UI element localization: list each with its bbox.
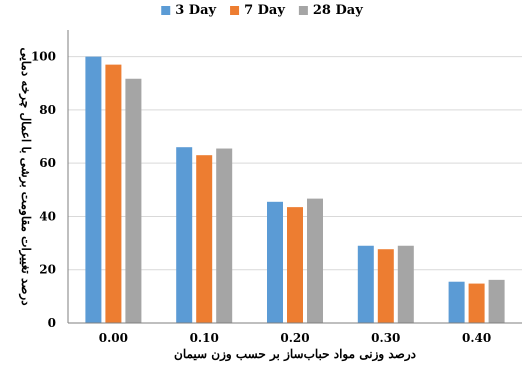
legend-item: 7 Day bbox=[230, 3, 285, 18]
legend-item: 28 Day bbox=[298, 3, 363, 18]
y-tick-label: 100 bbox=[31, 50, 56, 64]
y-tick-label: 80 bbox=[39, 103, 56, 117]
bar-7-day-0.20 bbox=[287, 207, 303, 323]
y-tick-label: 40 bbox=[39, 209, 56, 223]
bar-3-day-0.10 bbox=[176, 147, 193, 323]
bar-28-day-0.20 bbox=[307, 198, 323, 323]
y-tick-label: 0 bbox=[48, 316, 56, 330]
bar-3-day-0.40 bbox=[448, 281, 465, 323]
gridlines bbox=[68, 56, 522, 271]
axes bbox=[67, 30, 522, 324]
bar-3-day-0.00 bbox=[85, 56, 102, 324]
legend-swatch bbox=[230, 6, 240, 15]
bar-7-day-0.00 bbox=[105, 64, 122, 324]
x-tick-label: 0.40 bbox=[462, 331, 491, 345]
bar-28-day-0.00 bbox=[125, 78, 142, 324]
legend-swatch bbox=[161, 6, 171, 15]
legend-item: 3 Day bbox=[161, 3, 217, 18]
legend: 3 Day 7 Day 28 Day bbox=[161, 3, 363, 18]
bar-28-day-0.40 bbox=[488, 279, 505, 323]
legend-label: 28 Day bbox=[313, 3, 363, 18]
bar-7-day-0.40 bbox=[468, 283, 485, 323]
y-tick-labels: 0 20 40 60 80 100 bbox=[31, 50, 56, 330]
bars bbox=[85, 56, 505, 324]
x-tick-label: 0.30 bbox=[371, 331, 400, 345]
y-axis-title: درصد تغییرات مقاومت برشی با اعمال چرخه د… bbox=[18, 47, 33, 305]
bar-7-day-0.10 bbox=[196, 155, 213, 323]
legend-swatch bbox=[298, 6, 308, 15]
legend-label: 3 Day bbox=[175, 3, 216, 18]
bar-28-day-0.10 bbox=[216, 148, 233, 323]
bar-3-day-0.20 bbox=[267, 201, 283, 323]
x-tick-labels: 0.00 0.10 0.20 0.30 0.40 bbox=[99, 331, 491, 345]
bar-28-day-0.30 bbox=[397, 245, 414, 323]
x-axis-title: درصد وزنی مواد حباب‌ساز بر حسب وزن سیمان bbox=[174, 347, 416, 362]
x-tick-label: 0.20 bbox=[280, 331, 309, 345]
x-tick-label: 0.00 bbox=[99, 331, 128, 345]
y-tick-label: 20 bbox=[39, 263, 56, 277]
bar-3-day-0.30 bbox=[357, 245, 374, 323]
y-tick-label: 60 bbox=[39, 156, 56, 170]
x-tick-label: 0.10 bbox=[190, 331, 219, 345]
bar-7-day-0.30 bbox=[377, 249, 394, 323]
legend-label: 7 Day bbox=[244, 3, 285, 18]
